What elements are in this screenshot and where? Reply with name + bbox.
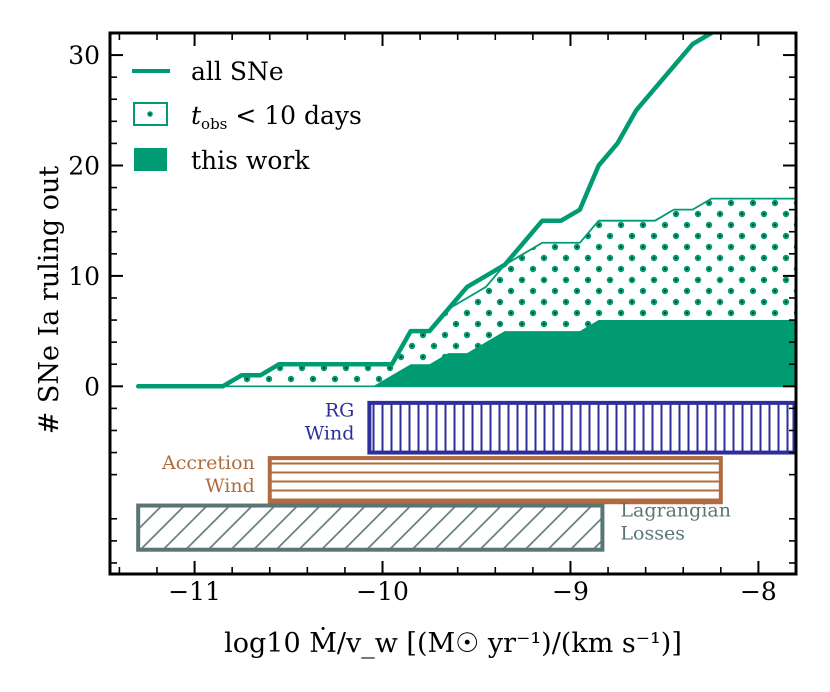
x-tick-label: −8 — [740, 577, 777, 606]
legend-label-this-work: this work — [191, 146, 310, 175]
rg-wind-label-line-1: RG — [325, 400, 354, 422]
this-work-filled-region — [373, 320, 796, 387]
legend-label-tobs: tobs < 10 days — [191, 101, 362, 133]
legend-label-all-sne: all SNe — [191, 57, 284, 86]
y-tick-label: 10 — [68, 262, 100, 291]
lagrangian-losses-label-line-1: Lagrangian — [620, 500, 731, 522]
all-sne-line — [135, 33, 714, 389]
lagrangian-losses-label-line-2: Losses — [620, 523, 685, 545]
x-tick-label: −10 — [356, 577, 409, 606]
accretion-wind-band — [267, 456, 723, 505]
rg-wind-label-line-2: Wind — [305, 423, 355, 445]
plot-frame — [108, 31, 798, 576]
y-tick-label: 20 — [68, 151, 100, 180]
accretion-wind-label-line-1: Accretion — [161, 452, 255, 474]
legend-swatch-this-work — [134, 148, 167, 171]
legend-label-tobs-t: t — [191, 101, 202, 130]
y-tick-label: 30 — [68, 41, 100, 70]
accretion-wind-hatch — [269, 458, 721, 503]
legend-swatch-tobs-dot-core — [149, 113, 151, 115]
lagrangian-losses-hatch — [138, 505, 603, 550]
x-tick-label: −9 — [552, 577, 589, 606]
legend-label-tobs-sub: obs — [201, 115, 227, 133]
x-axis-label: log10 Ṁ/v_w [(M☉ yr⁻¹)/(km s⁻¹)] — [224, 626, 682, 659]
lagrangian-losses-band — [136, 503, 605, 552]
y-tick-label: 0 — [84, 372, 100, 401]
rg-wind-hatch — [369, 402, 795, 453]
x-tick-label: −11 — [168, 577, 221, 606]
accretion-wind-label-line-2: Wind — [205, 475, 255, 497]
legend-label-tobs-rest: < 10 days — [227, 101, 361, 130]
y-axis-label: # SNe Ia ruling out — [34, 166, 65, 435]
legend: all SNe tobs < 10 days this work — [132, 57, 362, 175]
